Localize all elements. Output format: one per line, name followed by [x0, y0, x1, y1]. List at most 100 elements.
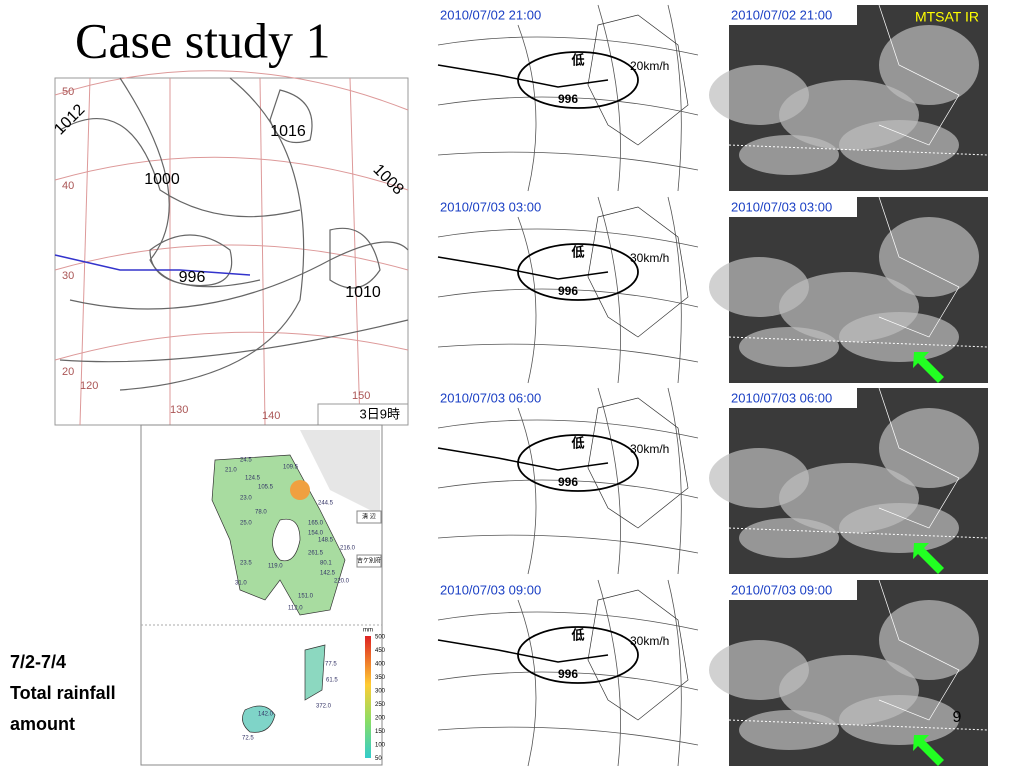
isobar	[437, 534, 699, 554]
caption: Total rainfall	[10, 683, 116, 703]
surface-chart: 2010/07/03 06:00 低 30km/h 996	[437, 387, 699, 575]
pressure-label: 1016	[270, 123, 306, 140]
grid-label: 150	[352, 390, 370, 402]
rain-value: 25.0	[240, 521, 252, 527]
front	[437, 64, 609, 88]
rain-value: 24.5	[240, 458, 252, 464]
cloud	[879, 25, 979, 105]
isobar	[437, 419, 699, 439]
legend-label: 150	[375, 729, 386, 735]
isobar	[437, 151, 699, 171]
legend-unit: mm	[363, 628, 373, 634]
surface-chart: 2010/07/03 03:00 低 30km/h 996	[437, 196, 699, 384]
rain-value: 78.0	[255, 510, 267, 516]
isobar	[437, 288, 699, 308]
front	[437, 639, 609, 663]
rain-value: 261.5	[308, 551, 324, 557]
rain-value: 372.0	[316, 704, 332, 710]
legend-label: 350	[375, 675, 386, 681]
arrow	[913, 735, 944, 766]
speed-label: 30km/h	[630, 251, 669, 265]
isobar	[667, 579, 682, 767]
speed-label: 30km/h	[630, 442, 669, 456]
panel-time: 2010/07/03 03:00	[440, 199, 541, 214]
sat-time: 2010/07/03 06:00	[731, 390, 832, 405]
arrow	[913, 543, 944, 574]
front	[437, 256, 609, 280]
rain-value: 109.5	[283, 465, 299, 471]
caption: 7/2-7/4	[10, 652, 66, 672]
rain-value: 119.0	[268, 564, 283, 570]
panel-time: 2010/07/03 09:00	[440, 582, 541, 597]
lat-line	[728, 719, 989, 731]
land	[587, 206, 689, 338]
low-contour	[517, 51, 639, 109]
rain-value: 220.0	[334, 579, 350, 585]
caption: amount	[10, 714, 75, 734]
panel-bg	[438, 388, 698, 574]
isobar	[517, 216, 537, 384]
isobar	[517, 407, 537, 575]
pressure-label: 996	[179, 269, 206, 286]
isobar	[667, 387, 682, 575]
pressure-label: 1010	[345, 284, 381, 301]
cloud	[739, 327, 839, 367]
rain-value: 165.0	[308, 521, 324, 527]
rain-value: 77.5	[325, 662, 337, 668]
isobar	[517, 599, 537, 767]
rain-value: 148.5	[318, 538, 334, 544]
legend-label: 400	[375, 662, 386, 668]
cloud	[879, 217, 979, 297]
surface-chart: 2010/07/03 09:00 低 30km/h 996	[437, 579, 699, 767]
satellite-image: 2010/07/03 09:00	[709, 579, 989, 766]
grid-label: 130	[170, 404, 188, 416]
panel-time: 2010/07/03 06:00	[440, 390, 541, 405]
land	[587, 397, 689, 529]
lat-line	[728, 336, 989, 348]
rain-value: 124.5	[245, 476, 261, 482]
sat-label: MTSAT IR	[915, 9, 979, 25]
station-label: 清 辺	[362, 513, 376, 521]
cloud	[839, 312, 959, 362]
rain-value: 154.0	[308, 531, 324, 537]
legend-label: 300	[375, 689, 386, 695]
rain-value: 80.1	[320, 561, 332, 567]
time-box	[729, 197, 857, 217]
panel-bg	[438, 197, 698, 383]
rain-value: 72.5	[242, 736, 254, 742]
isobar	[517, 24, 537, 192]
rain-value: 142.0	[258, 712, 274, 718]
rain-value: 31.0	[235, 581, 247, 587]
legend-label: 50	[375, 756, 382, 762]
pressure-label: 996	[558, 92, 578, 106]
time-box	[729, 388, 857, 408]
grid-label: 140	[262, 410, 280, 422]
coastline	[878, 387, 960, 529]
speed-label: 20km/h	[630, 59, 669, 73]
speed-label: 30km/h	[630, 634, 669, 648]
rainfall-map	[140, 424, 383, 766]
rain-value: 244.5	[318, 501, 334, 507]
coastline	[878, 4, 960, 146]
grid-label: 40	[62, 180, 74, 192]
lat-line	[728, 527, 989, 539]
cloud	[739, 710, 839, 750]
arrow	[913, 352, 944, 383]
cloud	[839, 120, 959, 170]
rain-value: 21.0	[225, 468, 237, 474]
isobar	[437, 726, 699, 746]
station-box	[356, 510, 382, 524]
coastline	[878, 196, 960, 338]
rain-value: 216.0	[340, 546, 356, 552]
panel-bg	[438, 5, 698, 191]
cloud	[839, 503, 959, 553]
legend-label: 500	[375, 635, 386, 641]
surface-chart: 2010/07/02 21:00 低 20km/h 996	[437, 4, 699, 192]
rain-value: 112.0	[288, 606, 303, 612]
low-contour	[517, 434, 639, 492]
isobar	[667, 196, 682, 384]
sat-time: 2010/07/03 09:00	[731, 582, 832, 597]
page-number: 9	[953, 709, 962, 726]
isobar	[437, 36, 699, 56]
cloud	[739, 135, 839, 175]
